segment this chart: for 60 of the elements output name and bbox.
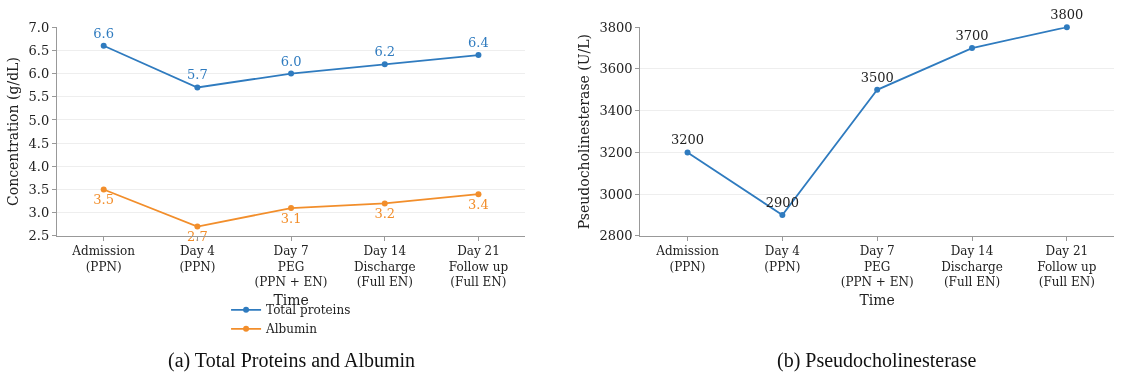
point <box>381 200 388 207</box>
x-tick-label: Day 4 (PPN) <box>179 244 216 274</box>
point <box>288 205 295 212</box>
data-label: 3500 <box>860 69 894 85</box>
point <box>381 61 388 68</box>
y-axis-title: Concentration (g/dL) <box>5 57 22 206</box>
x-tick-label: Day 7 PEG (PPN + EN) <box>254 244 328 290</box>
y-tick-label: 3.0 <box>28 205 50 221</box>
x-tick-label: Admission (PPN) <box>655 244 720 274</box>
y-tick-label: 3200 <box>599 144 633 160</box>
x-tick-label: Day 14 Discharge (Full EN) <box>941 244 1003 290</box>
data-label: 3800 <box>1050 7 1084 23</box>
point <box>194 223 201 230</box>
text: (a) Total Proteins and Albumin <box>168 349 416 372</box>
y-tick-label: 3000 <box>599 186 633 202</box>
y-tick-label: 2.5 <box>28 228 50 244</box>
point <box>194 84 201 91</box>
point <box>288 70 295 77</box>
x-tick-label: Admission (PPN) <box>71 244 136 274</box>
y-tick-label: 6.5 <box>28 42 50 58</box>
x-tick-label: Day 14 Discharge (Full EN) <box>353 244 416 290</box>
data-label: 6.4 <box>468 35 489 51</box>
legend-label: Albumin <box>265 322 318 337</box>
y-tick-label: 3600 <box>599 61 633 77</box>
y-tick-label: 3400 <box>599 103 633 119</box>
data-label: 3.2 <box>374 205 396 221</box>
y-tick-label: 3.5 <box>28 182 50 198</box>
data-label: 3.5 <box>93 192 115 208</box>
data-label: 3700 <box>955 28 989 44</box>
text: (b) Pseudocholinesterase <box>777 349 977 372</box>
point <box>1063 24 1070 31</box>
x-tick-label: Day 4 (PPN) <box>764 244 801 274</box>
x-tick-label: Day 21 Follow up (Full EN) <box>448 244 509 290</box>
y-axis-title: Pseudocholinesterase (U/L) <box>576 33 593 230</box>
y-tick-label: 6.0 <box>28 66 50 82</box>
x-tick-label: Day 7 PEG (PPN + EN) <box>840 244 914 290</box>
data-label: 5.7 <box>187 67 208 83</box>
data-label: 3.4 <box>468 196 489 212</box>
point <box>475 52 482 59</box>
x-axis-title: Time <box>859 291 895 308</box>
point <box>475 191 482 198</box>
data-label: 6.0 <box>280 53 302 69</box>
y-tick-label: 7.0 <box>28 19 50 35</box>
y-tick-label: 3800 <box>599 19 633 35</box>
point <box>779 212 786 219</box>
y-tick-label: 4.0 <box>28 158 50 174</box>
point <box>100 186 107 193</box>
point <box>684 149 691 156</box>
data-label: 6.6 <box>93 25 115 41</box>
point <box>100 42 107 49</box>
data-label: 3.1 <box>280 210 302 226</box>
y-tick-label: 5.5 <box>28 89 50 105</box>
y-tick-label: 5.0 <box>28 112 50 128</box>
x-tick-label: Day 21 Follow up (Full EN) <box>1037 244 1097 290</box>
point <box>969 45 976 52</box>
data-label: 3200 <box>670 132 705 148</box>
point <box>874 86 881 93</box>
y-tick-label: 2800 <box>599 228 633 244</box>
y-tick-label: 4.5 <box>28 135 50 151</box>
data-label: 6.2 <box>374 44 396 60</box>
